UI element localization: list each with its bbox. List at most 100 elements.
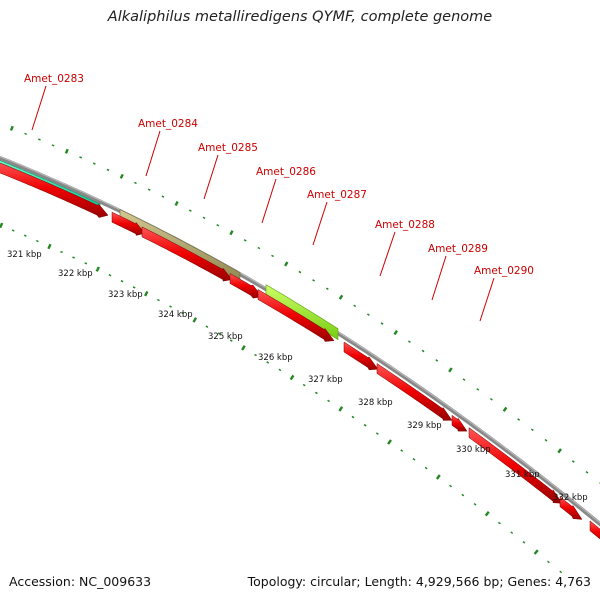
kbp-label: 326 kbp bbox=[258, 353, 293, 363]
gene-label[interactable]: Amet_0286 bbox=[256, 166, 316, 178]
inner-tick bbox=[205, 325, 209, 328]
inner-tick bbox=[241, 345, 246, 351]
genome-summary-text: Topology: circular; Length: 4,929,566 bp… bbox=[247, 574, 591, 589]
kbp-label: 331 kbp bbox=[505, 470, 540, 480]
outer-tick bbox=[9, 125, 14, 131]
gene-leader-line bbox=[203, 154, 219, 200]
inner-tick bbox=[400, 449, 404, 452]
inner-tick bbox=[132, 286, 136, 289]
inner-tick bbox=[95, 266, 100, 272]
gene-label[interactable]: Amet_0283 bbox=[24, 73, 84, 85]
inner-tick bbox=[424, 466, 428, 470]
inner-tick bbox=[254, 353, 257, 357]
outer-tick bbox=[174, 200, 179, 207]
outer-tick bbox=[79, 156, 83, 159]
cds-arrow[interactable] bbox=[111, 211, 146, 236]
gene-label[interactable]: Amet_0290 bbox=[474, 265, 534, 277]
cds-arrow[interactable] bbox=[229, 273, 263, 299]
kbp-label: 328 kbp bbox=[358, 398, 393, 408]
kbp-label: 322 kbp bbox=[58, 269, 93, 279]
cds-arrow[interactable] bbox=[343, 341, 379, 371]
inner-tick bbox=[547, 560, 550, 564]
outer-tick bbox=[106, 168, 110, 172]
gene-leader-line bbox=[431, 255, 447, 301]
outer-tick bbox=[216, 224, 220, 227]
cds-arrow[interactable] bbox=[451, 414, 468, 432]
outer-tick bbox=[462, 378, 466, 381]
inner-tick bbox=[314, 391, 318, 395]
gene-leader-line bbox=[379, 231, 396, 277]
cds-arrow[interactable] bbox=[589, 520, 600, 544]
outer-tick bbox=[338, 294, 344, 300]
inner-tick bbox=[181, 311, 185, 315]
outer-tick bbox=[530, 428, 534, 432]
inner-tick bbox=[327, 399, 330, 403]
kbp-label: 327 kbp bbox=[308, 375, 343, 385]
inner-tick bbox=[108, 273, 112, 277]
outer-tick bbox=[24, 132, 27, 136]
inner-tick bbox=[229, 339, 233, 342]
inner-tick bbox=[35, 239, 39, 243]
inner-tick bbox=[84, 262, 88, 265]
gene-leader-line bbox=[145, 130, 161, 177]
outer-tick bbox=[188, 209, 192, 212]
outer-tick bbox=[161, 195, 165, 198]
inner-tick bbox=[435, 474, 441, 480]
outer-tick bbox=[134, 181, 137, 185]
gene-leader-line bbox=[31, 85, 47, 131]
outer-tick bbox=[366, 313, 370, 316]
outer-tick bbox=[325, 287, 329, 291]
inner-tick bbox=[484, 510, 490, 517]
outer-tick bbox=[448, 367, 453, 373]
inner-tick bbox=[533, 549, 539, 555]
inner-tick bbox=[473, 502, 477, 506]
inner-tick bbox=[412, 457, 416, 461]
inner-tick bbox=[157, 298, 160, 302]
inner-tick bbox=[169, 305, 172, 308]
gene-label[interactable]: Amet_0284 bbox=[138, 118, 198, 130]
inner-tick bbox=[363, 423, 367, 427]
inner-tick bbox=[23, 234, 27, 237]
outer-tick bbox=[147, 188, 151, 191]
gene-label[interactable]: Amet_0287 bbox=[307, 189, 367, 201]
outer-tick bbox=[476, 388, 480, 391]
cds-arrow[interactable] bbox=[141, 226, 233, 282]
inner-tick bbox=[338, 406, 344, 412]
outer-tick bbox=[92, 162, 96, 165]
inner-tick bbox=[120, 279, 124, 283]
cds-arrow[interactable] bbox=[0, 161, 109, 218]
outer-tick bbox=[435, 359, 439, 362]
outer-tick bbox=[51, 144, 55, 147]
cds-arrow[interactable] bbox=[257, 289, 335, 342]
inner-tick bbox=[72, 256, 76, 259]
outer-tick bbox=[64, 148, 69, 154]
cds-arrow[interactable] bbox=[468, 427, 563, 504]
inner-tick bbox=[289, 374, 295, 381]
outer-tick bbox=[243, 239, 247, 242]
inner-tick bbox=[144, 290, 149, 297]
outer-tick bbox=[229, 230, 234, 236]
kbp-label: 321 kbp bbox=[7, 250, 42, 260]
inner-tick bbox=[387, 439, 392, 445]
outer-tick bbox=[557, 448, 562, 454]
outer-tick bbox=[585, 470, 589, 474]
outer-tick bbox=[421, 349, 425, 353]
tick-marks-layer bbox=[0, 125, 600, 574]
kbp-label: 330 kbp bbox=[456, 445, 491, 455]
inner-tick bbox=[375, 432, 379, 435]
inner-tick bbox=[559, 570, 563, 574]
outer-tick bbox=[353, 304, 357, 308]
inner-tick bbox=[498, 521, 501, 525]
feature-layer bbox=[0, 160, 600, 544]
inner-tick bbox=[461, 493, 465, 497]
cds-arrow[interactable] bbox=[376, 363, 453, 421]
gene-label[interactable]: Amet_0289 bbox=[428, 243, 488, 255]
inner-tick bbox=[510, 531, 514, 534]
inner-tick bbox=[0, 222, 4, 229]
cds-arrow[interactable] bbox=[559, 496, 583, 520]
inner-tick bbox=[47, 243, 52, 250]
gene-label[interactable]: Amet_0288 bbox=[375, 219, 435, 231]
gene-label[interactable]: Amet_0285 bbox=[198, 142, 258, 154]
inner-tick bbox=[522, 540, 526, 544]
